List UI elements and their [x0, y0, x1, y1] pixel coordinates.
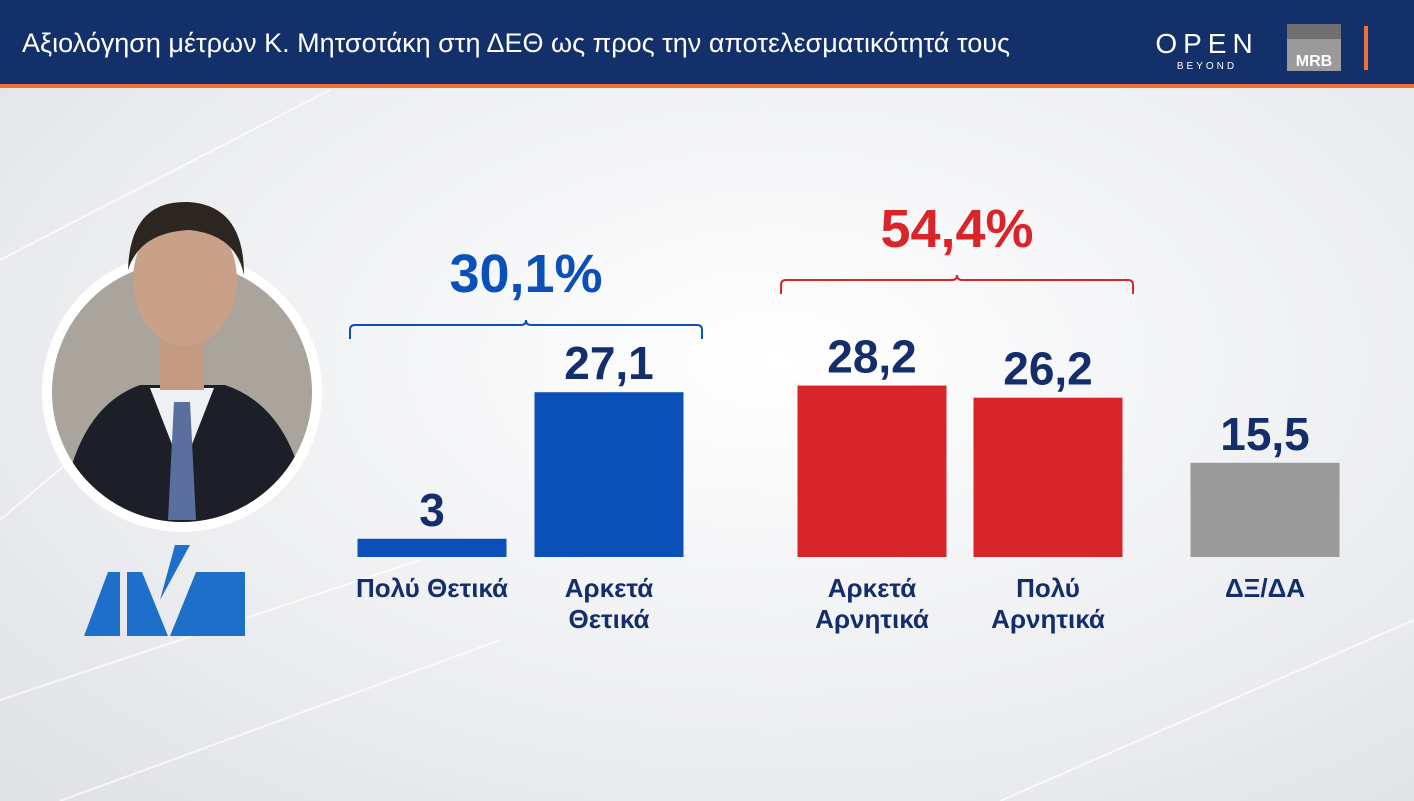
- pollster-logo-top: [1287, 24, 1341, 39]
- value-label: 15,5: [1220, 408, 1310, 460]
- header-divider: [1364, 26, 1368, 70]
- group-bracket: [349, 319, 703, 339]
- category-label: Αρκετά Αρνητικά: [815, 573, 929, 634]
- value-label: 28,2: [827, 331, 917, 383]
- group-total: 54,4%: [880, 199, 1033, 259]
- bar: [797, 385, 947, 557]
- channel-sub: BEYOND: [1177, 61, 1237, 72]
- value-label: 3: [419, 484, 445, 536]
- value-label: 27,1: [564, 337, 654, 389]
- bar: [973, 397, 1123, 557]
- chart-title: Αξιολόγηση μέτρων Κ. Μητσοτάκη στη ΔΕΘ ω…: [22, 28, 1010, 58]
- category-label: Πολύ Αρνητικά: [991, 573, 1105, 634]
- bar: [357, 538, 507, 557]
- category-label: Πολύ Θετικά: [355, 573, 509, 603]
- category-label: Αρκετά Θετικά: [564, 573, 654, 634]
- bar: [1190, 462, 1340, 557]
- category-label: ΔΞ/ΔΑ: [1224, 573, 1306, 603]
- pollster-logo: MRB: [1296, 53, 1332, 70]
- header-accent: [0, 84, 1414, 88]
- party-logo: [84, 545, 245, 636]
- group-bracket: [780, 274, 1134, 294]
- header-bar: [0, 0, 1414, 84]
- group-total: 30,1%: [449, 244, 602, 304]
- bar: [534, 392, 684, 557]
- value-label: 26,2: [1003, 343, 1093, 395]
- channel-logo: OPEN: [1155, 28, 1258, 59]
- photo: [42, 201, 322, 532]
